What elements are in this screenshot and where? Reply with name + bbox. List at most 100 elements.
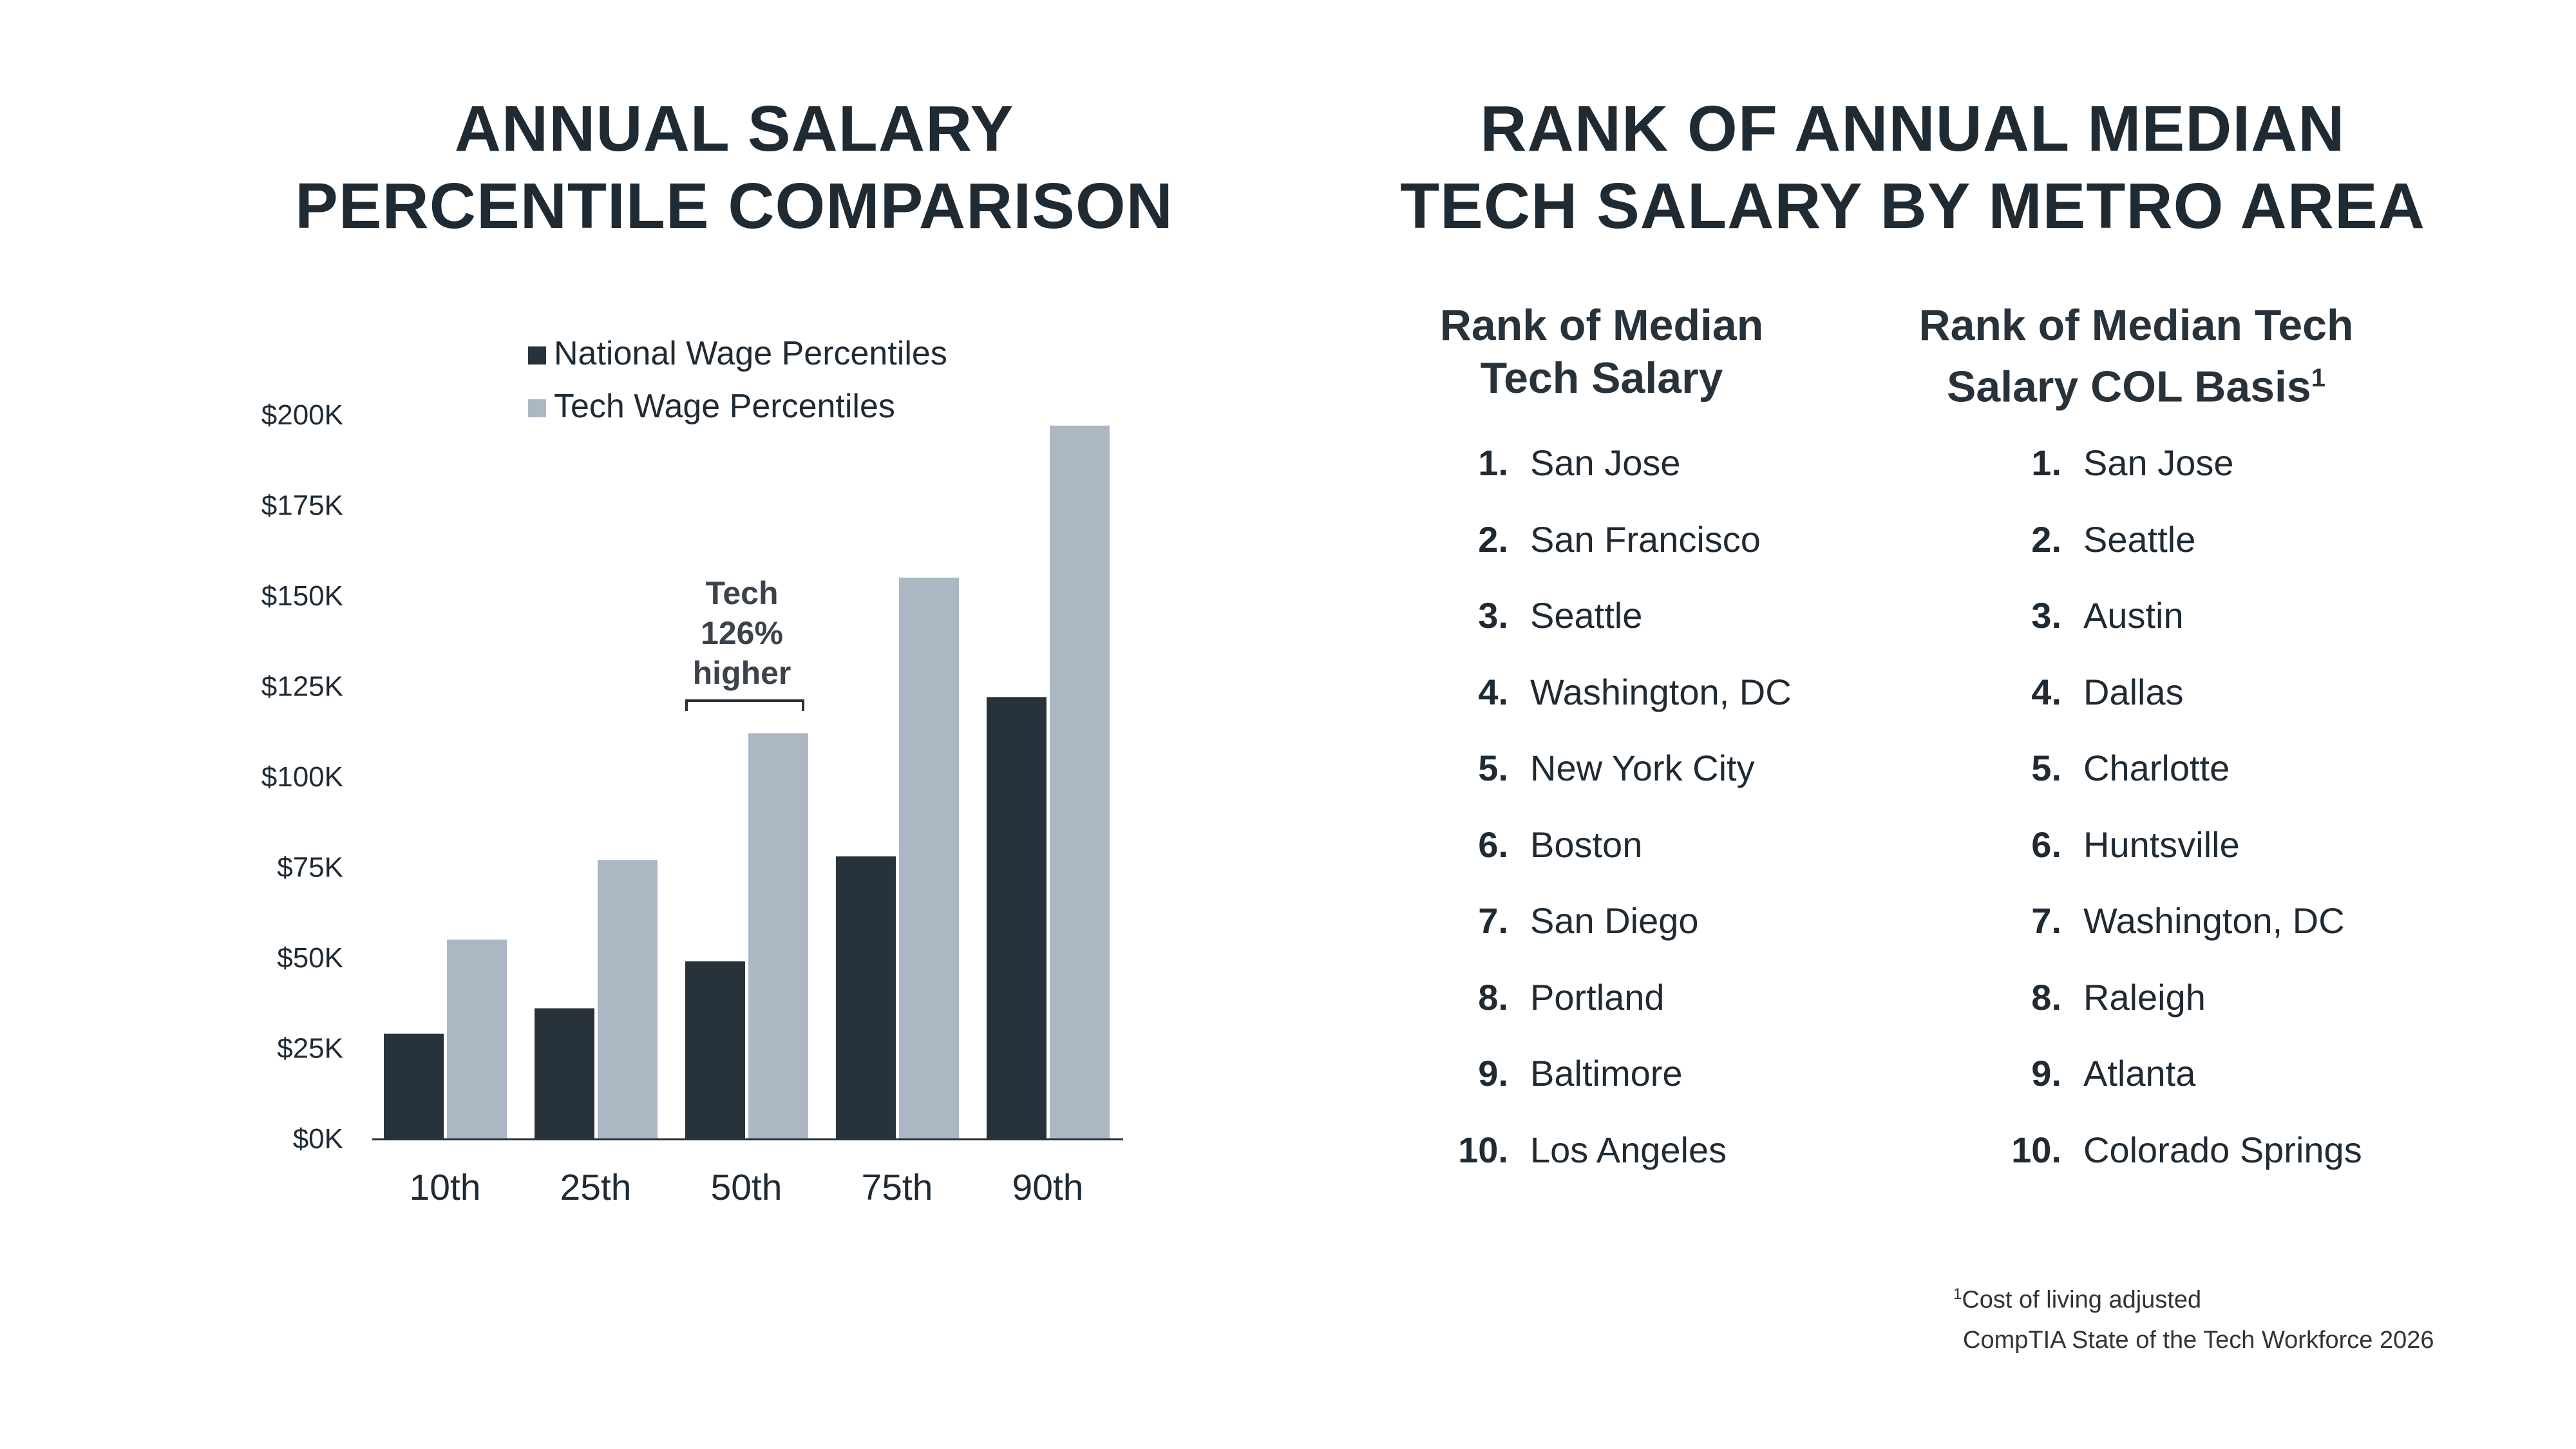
x-tick-label: 75th bbox=[862, 1167, 933, 1208]
y-tick-label: $175K bbox=[261, 490, 343, 522]
bar-tech-75th bbox=[899, 577, 959, 1139]
rank-number: 10. bbox=[1458, 1129, 1508, 1170]
rank-item: 6. Boston bbox=[1431, 822, 2075, 867]
footnote: 1Cost of living adjusted bbox=[1953, 1285, 2201, 1314]
right-title: RANK OF ANNUAL MEDIAN TECH SALARY BY MET… bbox=[1397, 90, 2428, 245]
right-title-line: TECH SALARY BY METRO AREA bbox=[1400, 170, 2425, 242]
rank-city: Austin bbox=[2083, 595, 2184, 636]
rank-item: 8. Raleigh bbox=[1984, 975, 2576, 1020]
rank-city: San Francisco bbox=[1530, 518, 1761, 560]
rank-city: Washington, DC bbox=[2083, 900, 2345, 941]
col1-header-line: Rank of Median bbox=[1439, 301, 1764, 350]
bar-national-10th bbox=[384, 1034, 444, 1139]
col1-header-line: Tech Salary bbox=[1480, 354, 1723, 402]
y-tick-label: $0K bbox=[293, 1123, 343, 1155]
rank-item: 7. Washington, DC bbox=[1984, 898, 2576, 943]
rank-item: 10. Colorado Springs bbox=[1984, 1128, 2576, 1173]
x-tick-label: 50th bbox=[711, 1167, 782, 1208]
y-tick-label: $25K bbox=[277, 1033, 343, 1065]
rank-number: 4. bbox=[2031, 671, 2061, 712]
rank-number: 3. bbox=[2031, 595, 2061, 636]
rank-city: Portland bbox=[1530, 976, 1665, 1018]
bar-national-75th bbox=[836, 856, 896, 1139]
col2-header-line: Rank of Median Tech bbox=[1918, 301, 2354, 350]
salary-bar-chart: $0K $25K $50K $75K $100K $125K $150K $175K $200K… bbox=[261, 335, 1123, 1208]
legend-swatch bbox=[528, 346, 546, 365]
rank-number: 8. bbox=[1478, 976, 1508, 1018]
rank-city: Huntsville bbox=[2083, 824, 2240, 865]
rank-item: 1. San Jose bbox=[1431, 440, 2075, 486]
rank-city: San Jose bbox=[1530, 442, 1681, 483]
x-tick-label: 90th bbox=[1012, 1167, 1084, 1208]
rank-city: Baltimore bbox=[1530, 1053, 1683, 1094]
legend-label: Tech Wage Percentiles bbox=[554, 388, 895, 425]
left-title-line: ANNUAL SALARY bbox=[454, 93, 1014, 165]
rank-item: 3. Austin bbox=[1984, 593, 2576, 638]
rank-number: 8. bbox=[2031, 976, 2061, 1018]
left-title-line: PERCENTILE COMPARISON bbox=[295, 170, 1173, 242]
rank-number: 3. bbox=[1478, 595, 1508, 636]
rank-number: 10. bbox=[2011, 1129, 2061, 1170]
rank-city: Raleigh bbox=[2083, 976, 2206, 1018]
rank-city: Atlanta bbox=[2083, 1053, 2196, 1094]
footnote-marker: 1 bbox=[2311, 364, 2325, 392]
bar-tech-25th bbox=[598, 860, 658, 1139]
y-tick-label: $125K bbox=[261, 671, 343, 703]
rank-number: 2. bbox=[1478, 518, 1508, 560]
y-tick-label: $100K bbox=[261, 761, 343, 793]
rank-item: 9. Atlanta bbox=[1984, 1051, 2576, 1096]
rank-city: New York City bbox=[1530, 748, 1755, 788]
rank-item: 9. Baltimore bbox=[1431, 1051, 2075, 1096]
rank-item: 3. Seattle bbox=[1431, 593, 2075, 638]
rank-number: 9. bbox=[1478, 1053, 1508, 1094]
col1-header: Rank of Median Tech Salary bbox=[1312, 299, 1891, 404]
rank-number: 5. bbox=[2031, 748, 2061, 788]
rank-item: 7. San Diego bbox=[1431, 898, 2075, 943]
rank-item: 10. Los Angeles bbox=[1431, 1128, 2075, 1173]
rank-city: Washington, DC bbox=[1530, 671, 1792, 712]
y-tick-label: $150K bbox=[261, 580, 343, 612]
bar-national-90th bbox=[987, 697, 1046, 1139]
annotation-text: 126% bbox=[701, 615, 783, 651]
rank-city: Seattle bbox=[2083, 518, 2196, 560]
x-tick-label: 25th bbox=[560, 1167, 632, 1208]
bar-tech-50th bbox=[748, 733, 808, 1139]
col2-header-text: Salary COL Basis bbox=[1947, 362, 2311, 412]
annotation-bracket bbox=[685, 699, 804, 711]
left-title: ANNUAL SALARY PERCENTILE COMPARISON bbox=[219, 90, 1249, 245]
rank-item: 8. Portland bbox=[1431, 975, 2075, 1020]
rank-item: 5. New York City bbox=[1431, 746, 2075, 791]
rank-number: 5. bbox=[1478, 748, 1508, 788]
rank-number: 9. bbox=[2031, 1053, 2061, 1094]
rank-item: 6. Huntsville bbox=[1984, 822, 2576, 867]
rank-number: 1. bbox=[1478, 442, 1508, 483]
bar-tech-10th bbox=[447, 939, 507, 1139]
rank-number: 7. bbox=[2031, 900, 2061, 941]
rank-city: San Diego bbox=[1530, 900, 1699, 941]
rank-city: Colorado Springs bbox=[2083, 1129, 2362, 1170]
rank-number: 6. bbox=[1478, 824, 1508, 865]
rank-city: Dallas bbox=[2083, 671, 2184, 712]
rank-item: 4. Dallas bbox=[1984, 670, 2576, 715]
bar-national-25th bbox=[535, 1008, 594, 1139]
y-tick-label: $75K bbox=[277, 852, 343, 884]
footnote-text: Cost of living adjusted bbox=[1962, 1286, 2202, 1314]
rank-item: 5. Charlotte bbox=[1984, 746, 2576, 791]
rank-city: Seattle bbox=[1530, 595, 1643, 636]
rank-city: Boston bbox=[1530, 824, 1643, 865]
y-tick-label: $50K bbox=[277, 942, 343, 974]
y-tick-label: $200K bbox=[261, 399, 343, 431]
annotation-text: Tech bbox=[706, 575, 779, 611]
bar-national-50th bbox=[685, 961, 745, 1139]
annotation-text: higher bbox=[693, 655, 791, 691]
rank-number: 6. bbox=[2031, 824, 2061, 865]
legend-swatch bbox=[528, 399, 546, 417]
rank-city: San Jose bbox=[2083, 442, 2234, 483]
rank-number: 4. bbox=[1478, 671, 1508, 712]
rank-city: Los Angeles bbox=[1530, 1129, 1727, 1170]
legend-label: National Wage Percentiles bbox=[554, 335, 947, 372]
rank-city: Charlotte bbox=[2083, 748, 2230, 788]
rank-number: 7. bbox=[1478, 900, 1508, 941]
rank-item: 2. San Francisco bbox=[1431, 517, 2075, 562]
col2-header: Rank of Median Tech Salary COL Basis1 bbox=[1846, 299, 2426, 413]
